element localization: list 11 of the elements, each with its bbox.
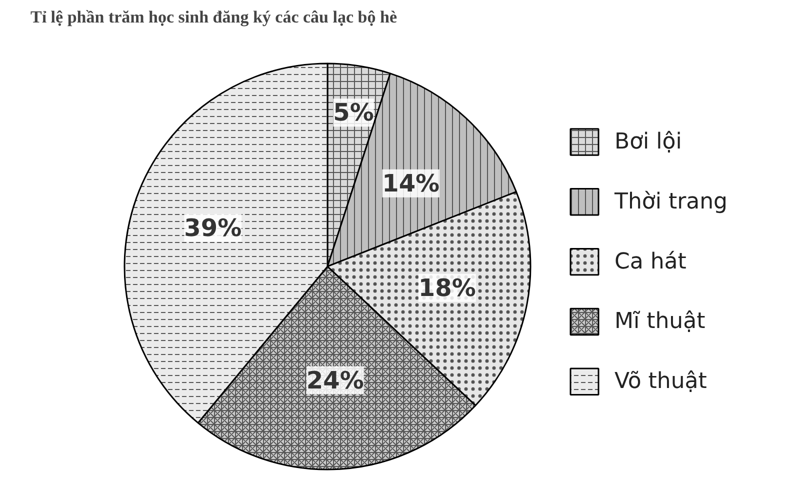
data-label: 5% bbox=[333, 98, 374, 127]
data-label: 18% bbox=[418, 274, 476, 302]
legend-label: Ca hát bbox=[614, 249, 687, 274]
data-label: 39% bbox=[184, 214, 242, 242]
legend-label: Bơi lội bbox=[614, 129, 682, 154]
legend-label: Thời trang bbox=[614, 189, 728, 214]
legend-label: Mĩ thuật bbox=[614, 309, 706, 334]
chart-title: Tỉ lệ phần trăm học sinh đăng ký các câu lạc bộ hè bbox=[30, 8, 398, 26]
legend-label: Võ thuật bbox=[614, 369, 708, 394]
data-label: 24% bbox=[306, 366, 364, 394]
data-label: 14% bbox=[382, 169, 440, 198]
